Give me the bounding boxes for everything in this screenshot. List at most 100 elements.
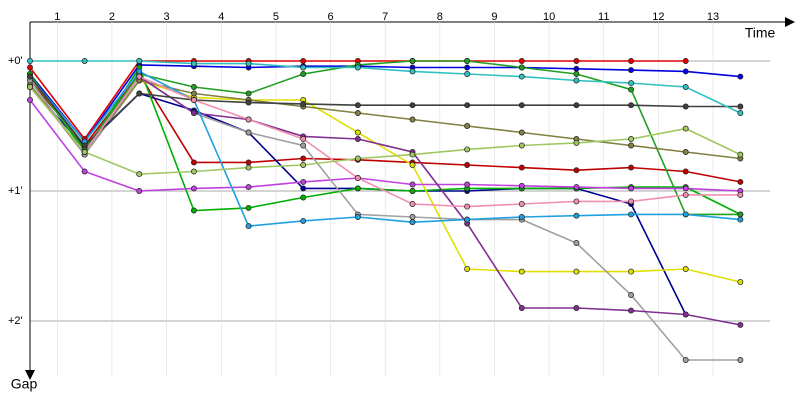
point [190,159,197,166]
series-line [29,65,741,216]
point [136,188,143,194]
point [573,240,580,246]
point [409,201,416,207]
point [409,68,416,75]
point [628,268,635,275]
point [737,211,744,218]
point [354,64,361,71]
x-tick-label: 2 [109,11,115,23]
point [518,214,525,220]
point [573,198,580,205]
point [737,191,744,198]
point [518,305,525,311]
point [464,123,471,129]
point [409,116,416,123]
point [682,68,689,75]
point [300,100,307,107]
point [136,73,143,80]
point [300,142,307,149]
x-tick-label: 11 [598,11,609,23]
point [27,73,33,80]
x-tick-label: 1 [54,11,60,23]
point [300,155,307,162]
point [464,71,471,77]
point [518,201,525,207]
point [136,58,143,64]
point [81,149,88,155]
point [27,64,33,71]
point [628,58,635,64]
series-line [29,75,741,326]
point [682,149,689,155]
x-tick-label: 12 [652,11,664,23]
point [737,279,744,285]
point [190,110,197,116]
point [136,68,143,75]
point [464,203,471,210]
point [190,84,197,90]
point [464,102,471,109]
x-tick-label: 10 [543,11,555,23]
point [409,219,416,226]
point [628,67,635,74]
point [464,266,471,272]
x-arrow [785,17,795,27]
point [737,178,744,185]
point [628,307,635,314]
point [682,58,689,64]
point [245,90,252,97]
point [682,211,689,218]
y-axis-label: Gap [11,376,38,392]
point [245,223,252,230]
y-tick-label: +2' [8,315,23,327]
point [245,164,252,171]
x-tick-label: 6 [327,11,333,23]
point [518,58,525,64]
point [682,185,689,192]
point [737,103,744,110]
point [518,64,525,71]
x-tick-label: 9 [491,11,497,23]
x-tick-label: 3 [164,11,170,23]
point [628,164,635,171]
point [464,58,471,64]
point [245,99,252,106]
point [354,110,361,116]
point [245,129,252,136]
point [628,136,635,142]
point [573,268,580,275]
point [737,321,744,328]
point [518,182,525,189]
point [27,84,33,90]
point [409,214,416,220]
point [409,162,416,168]
point [737,216,744,223]
point [682,84,689,90]
point [354,185,361,192]
point [682,311,689,318]
point [81,142,88,149]
point [628,211,635,218]
point [245,116,252,123]
point [573,58,580,64]
point [464,181,471,188]
point [464,146,471,153]
point [518,268,525,275]
x-tick-label: 8 [437,11,443,23]
point [737,357,744,363]
point [300,178,307,185]
point [682,103,689,110]
point [136,171,143,178]
point [573,71,580,77]
point [628,142,635,149]
point [737,110,744,116]
point [409,188,416,194]
point [628,198,635,205]
series-line [29,75,741,208]
point [300,64,307,71]
point [682,191,689,198]
point [464,162,471,168]
point [628,80,635,87]
point [573,77,580,84]
